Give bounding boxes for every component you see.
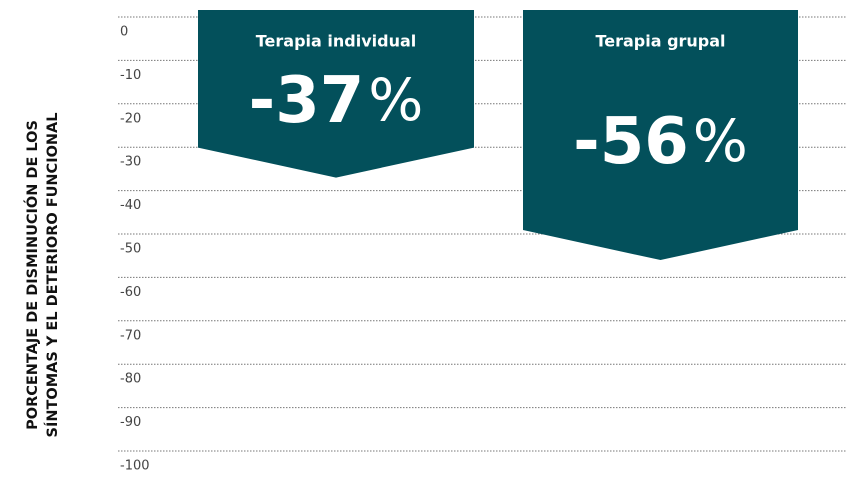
y-tick-label: -40 (120, 198, 141, 213)
bar (523, 10, 798, 261)
value-label: -37% (249, 63, 424, 137)
y-tick-label: -30 (120, 155, 141, 170)
value-unit: % (693, 107, 748, 175)
value-number: -37 (249, 63, 365, 137)
value-label: -56% (573, 105, 748, 179)
value-unit: % (368, 66, 423, 134)
y-tick-label: -60 (120, 285, 141, 300)
y-tick-label: -20 (120, 111, 141, 126)
y-tick-label: 0 (120, 25, 128, 40)
bar (198, 10, 474, 178)
y-tick-label: -10 (120, 68, 141, 83)
y-tick-label: -100 (120, 459, 150, 474)
y-label-line: PORCENTAJE DE DISMINUCIÓN DE LOS (23, 120, 41, 430)
category-label: Terapia grupal (595, 32, 725, 51)
y-axis-label: PORCENTAJE DE DISMINUCIÓN DE LOS SÍNTOMA… (23, 112, 61, 437)
value-number: -56 (573, 105, 689, 179)
y-tick-label: -50 (120, 242, 141, 257)
y-label-line: SÍNTOMAS Y EL DETERIORO FUNCIONAL (44, 112, 61, 437)
category-label: Terapia individual (256, 32, 416, 51)
y-tick-label: -80 (120, 372, 141, 387)
y-tick-label: -70 (120, 328, 141, 343)
y-tick-label: -90 (120, 415, 141, 430)
